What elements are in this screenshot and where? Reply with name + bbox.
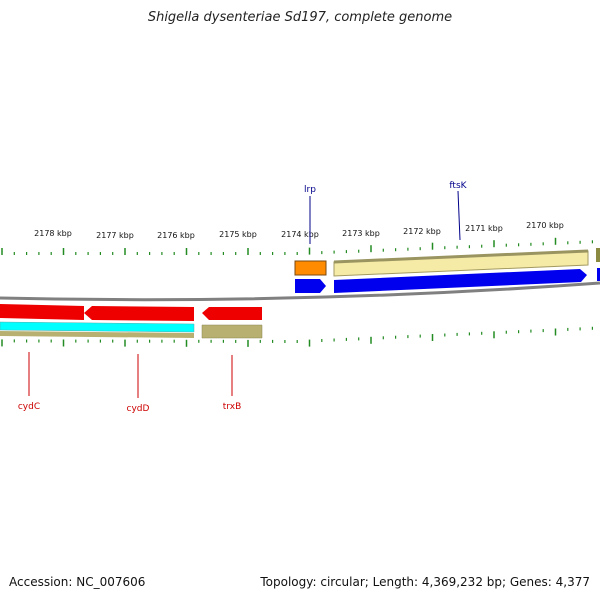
scale-label-2173: 2173 kbp bbox=[342, 229, 380, 238]
feature-olive-edge[interactable] bbox=[596, 248, 600, 262]
cds-edge-right[interactable] bbox=[597, 268, 600, 281]
inner-scale-ticks bbox=[1, 326, 594, 347]
callout-ftsK bbox=[457, 190, 461, 241]
accession-text: Accession: NC_007606 bbox=[9, 575, 146, 589]
feature-khaki-edge bbox=[333, 249, 589, 264]
scale-label-2172: 2172 kbp bbox=[403, 227, 441, 236]
topology-text: Topology: circular; Length: 4,369,232 bp… bbox=[260, 575, 590, 589]
scale-label-2176: 2176 kbp bbox=[157, 231, 195, 240]
feature-orange[interactable] bbox=[294, 260, 327, 276]
gene-label-cydC[interactable]: cydC bbox=[18, 402, 40, 412]
map-title: Shigella dysenteriae Sd197, complete gen… bbox=[147, 10, 453, 25]
outer-scale-ticks bbox=[1, 237, 594, 255]
scale-label-2177: 2177 kbp bbox=[96, 231, 134, 240]
genome-backbone bbox=[0, 281, 600, 302]
cds-lrp[interactable] bbox=[295, 279, 326, 293]
cds-cydC[interactable] bbox=[0, 304, 84, 320]
scale-label-2170: 2170 kbp bbox=[526, 221, 564, 230]
scale-label-2178: 2178 kbp bbox=[34, 229, 72, 238]
gene-label-trxB[interactable]: trxB bbox=[223, 402, 242, 412]
cds-trxB[interactable] bbox=[202, 307, 262, 320]
gene-label-cydD[interactable]: cydD bbox=[127, 404, 150, 414]
scale-label-2174: 2174 kbp bbox=[281, 230, 319, 239]
gene-label-ftsK[interactable]: ftsK bbox=[449, 181, 467, 191]
cds-ftsK[interactable] bbox=[334, 269, 587, 293]
scale-label-2171: 2171 kbp bbox=[465, 224, 503, 233]
feature-olive-1[interactable] bbox=[0, 331, 194, 338]
feature-cyan[interactable] bbox=[0, 321, 195, 333]
feature-olive-2[interactable] bbox=[201, 324, 263, 339]
cds-cydD[interactable] bbox=[84, 306, 194, 321]
scale-label-2175: 2175 kbp bbox=[219, 230, 257, 239]
gene-label-lrp[interactable]: lrp bbox=[304, 185, 316, 195]
